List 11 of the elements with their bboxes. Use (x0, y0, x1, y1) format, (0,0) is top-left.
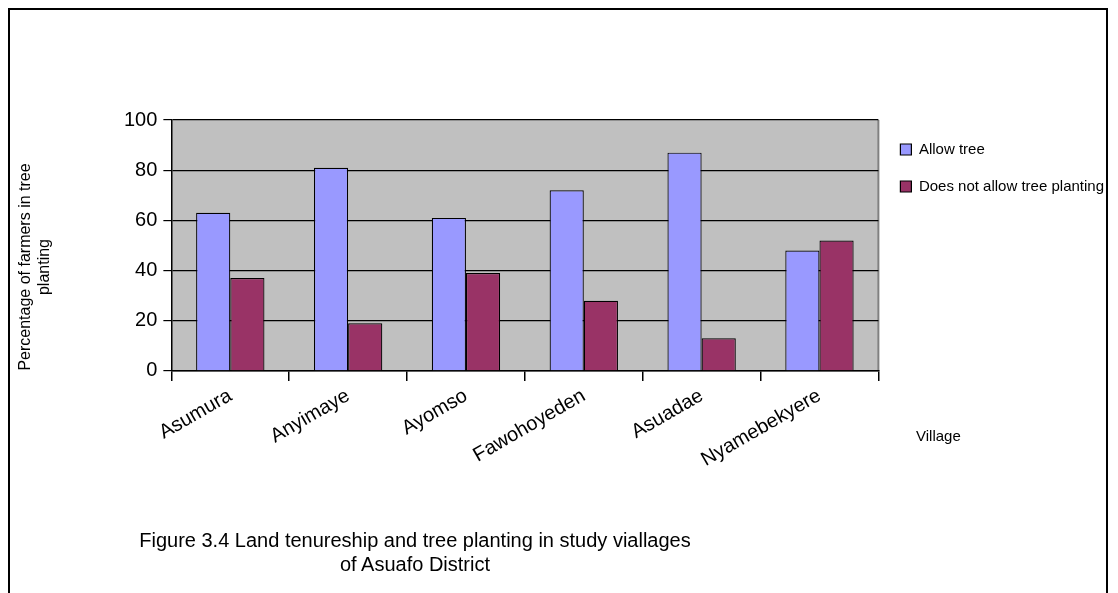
y-tick-label: 40 (135, 258, 158, 281)
x-axis-title: Village (916, 427, 961, 444)
text: Figure 3.4 Land tenureship and tree planting in study viallages of Asuafo District (138, 528, 692, 576)
y-tick-label: 100 (123, 107, 158, 130)
legend-label: Does not allow tree planting (918, 176, 1105, 194)
y-tick-label: 80 (135, 157, 158, 180)
legend-label: Allow tree (918, 139, 985, 157)
y-tick-label: 60 (135, 207, 158, 230)
y-axis-title: Percentage of farmers in tree planting (15, 162, 53, 373)
y-tick-label: 20 (135, 308, 158, 331)
y-tick-label: 0 (146, 358, 158, 381)
